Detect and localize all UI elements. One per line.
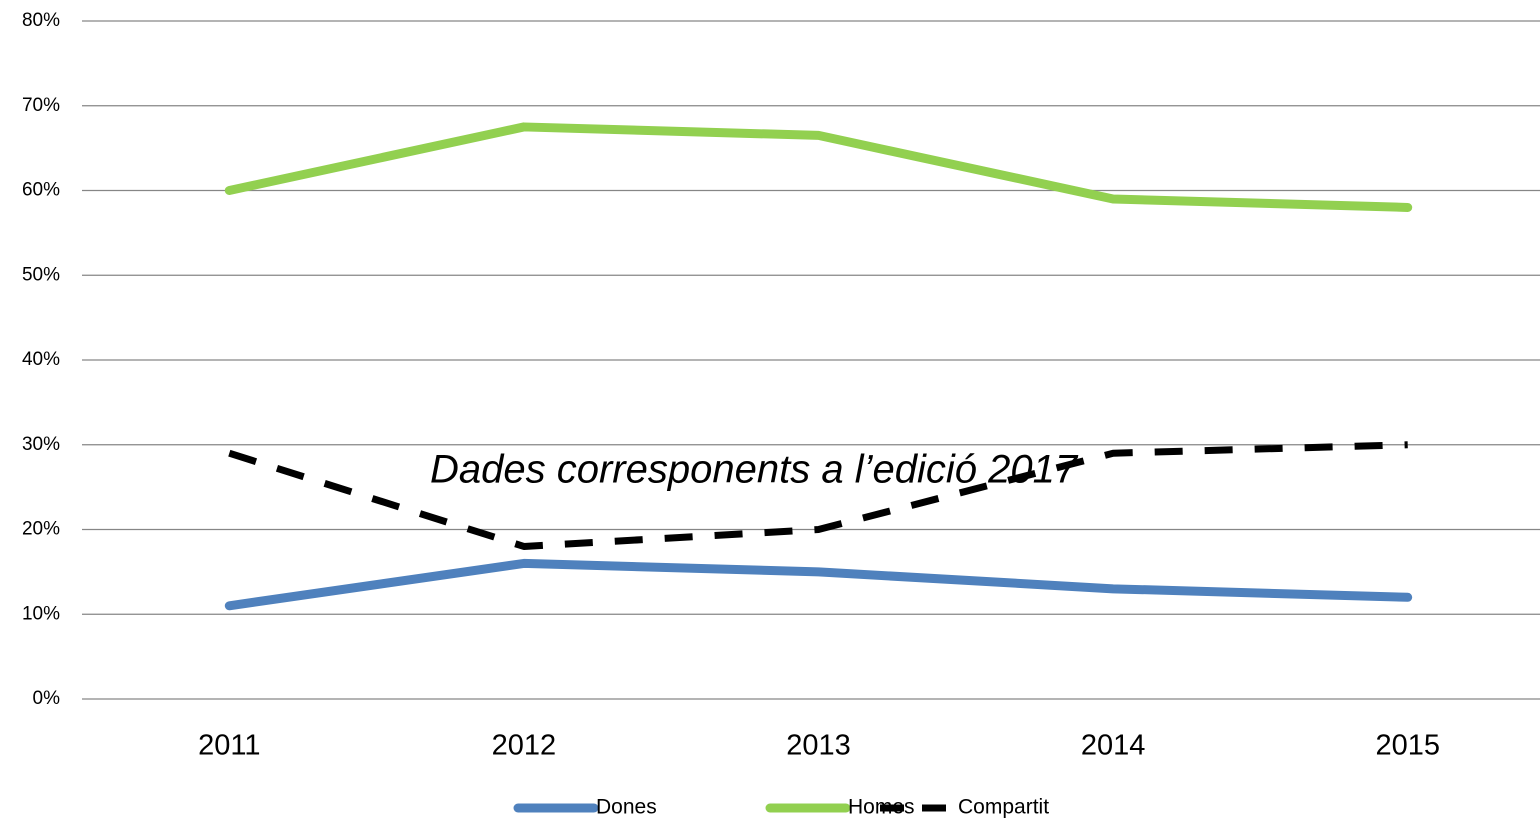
- y-tick-label: 70%: [22, 95, 60, 116]
- y-tick-label: 20%: [22, 519, 60, 540]
- annotation: Dades corresponents a l’edició 2017: [430, 448, 1079, 492]
- x-tick-label: 2015: [1375, 730, 1440, 762]
- y-tick-label: 0%: [33, 688, 61, 709]
- x-tick-label: 2014: [1081, 730, 1146, 762]
- legend-label: Compartit: [958, 796, 1049, 819]
- y-tick-label: 50%: [22, 264, 60, 285]
- y-tick-label: 40%: [22, 349, 60, 370]
- y-tick-label: 30%: [22, 434, 60, 455]
- series-line: [228, 441, 1408, 550]
- legend-label: Dones: [596, 796, 657, 819]
- series-line: [224, 558, 1413, 611]
- series-line: [224, 122, 1413, 212]
- y-tick-label: 60%: [22, 180, 60, 201]
- x-tick-label: 2012: [492, 730, 557, 762]
- y-tick-label: 80%: [22, 10, 60, 31]
- y-tick-label: 10%: [22, 603, 60, 624]
- x-tick-label: 2013: [786, 730, 851, 762]
- x-tick-label: 2011: [198, 730, 260, 762]
